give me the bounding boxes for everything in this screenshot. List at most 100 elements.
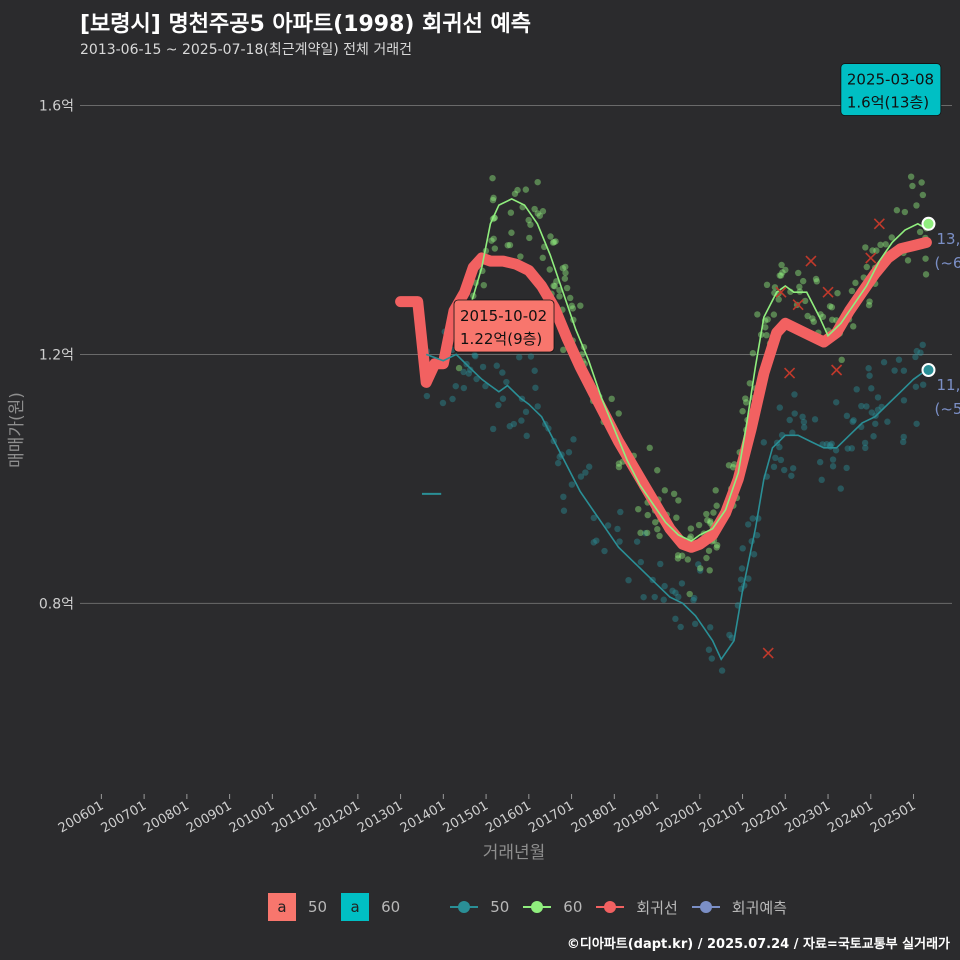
scatter-point-60 [550, 282, 557, 289]
scatter-point-50 [789, 465, 797, 472]
scatter-point-50 [900, 433, 907, 441]
scatter-point-50 [826, 442, 834, 449]
scatter-point-50 [708, 655, 715, 662]
scatter-point-60 [560, 346, 567, 354]
scatter-point-50 [560, 507, 568, 514]
scatter-point-50 [625, 576, 632, 584]
scatter-point-60 [508, 229, 515, 236]
scatter-point-60 [615, 463, 623, 471]
scatter-point-60 [536, 212, 543, 219]
series-60-line [455, 198, 929, 543]
scatter-point-60 [686, 590, 693, 598]
scatter-point-60 [556, 293, 563, 300]
scatter-point-50 [568, 481, 576, 488]
scatter-point-60 [764, 316, 771, 323]
scatter-point-60 [552, 238, 559, 245]
scatter-point-50 [760, 439, 768, 446]
scatter-point-60 [526, 234, 533, 242]
scatter-point-60 [762, 324, 769, 331]
series-layer [395, 198, 936, 661]
scatter-point-50 [560, 493, 567, 501]
scatter-point-50 [465, 370, 472, 377]
scatter-point-60 [511, 190, 519, 197]
scatter-point-60 [488, 237, 495, 244]
scatter-point-50 [866, 372, 873, 379]
scatter-point-50 [811, 416, 819, 423]
scatter-point-50 [633, 538, 641, 545]
scatter-point-60 [687, 525, 695, 532]
scatter-point-60 [763, 331, 770, 339]
scatter-point-60 [577, 302, 584, 309]
scatter-point-60 [712, 487, 719, 494]
scatter-point-60 [919, 191, 927, 199]
scatter-point-50 [696, 567, 704, 574]
scatter-point-50 [503, 378, 510, 386]
scatter-point-60 [697, 565, 704, 572]
scatter-point-60 [775, 296, 782, 303]
x-tick-label: 201501 [441, 798, 491, 836]
scatter-point-50 [582, 469, 589, 476]
scatter-point-50 [772, 454, 779, 462]
scatter-point-60 [646, 444, 653, 452]
end-value-label: 13,991 [936, 230, 960, 248]
scatter-point-60 [863, 263, 870, 271]
scatter-point-60 [546, 266, 553, 273]
scatter-point-60 [559, 264, 567, 272]
scatter-point-60 [549, 239, 557, 246]
scatter-point-60 [865, 301, 873, 309]
scatter-point-60 [907, 173, 915, 180]
scatter-point-60 [687, 533, 694, 540]
scatter-point-60 [804, 312, 811, 320]
scatter-point-60 [812, 275, 820, 283]
scatter-point-50 [534, 403, 541, 410]
y-tick-label: 0.8억 [39, 596, 74, 612]
scatter-point-50 [531, 367, 538, 374]
scatter-point-50 [565, 449, 573, 456]
scatter-point-50 [776, 443, 783, 451]
scatter-point-50 [799, 413, 806, 421]
chart-title: [보령시] 명천주공5 아파트(1998) 회귀선 예측 [80, 12, 531, 37]
regression-line [395, 236, 932, 553]
max-price-callout [840, 63, 942, 116]
scatter-point-50 [523, 432, 530, 440]
scatter-point-50 [786, 416, 793, 424]
outlier-mark [873, 218, 885, 230]
scatter-point-50 [829, 463, 837, 470]
scatter-point-60 [566, 294, 574, 302]
scatter-point-60 [710, 509, 717, 516]
scatter-point-60 [550, 238, 558, 246]
scatter-point-50 [640, 593, 647, 601]
scatter-point-60 [569, 305, 577, 312]
scatter-point-60 [799, 277, 807, 285]
scatter-point-60 [713, 541, 721, 549]
scatter-point-50 [753, 532, 761, 539]
scatter-point-50 [844, 445, 851, 452]
scatter-point-60 [568, 302, 575, 310]
scatter-point-60 [563, 284, 571, 292]
outlier-mark [865, 252, 877, 264]
scatter-point-60 [534, 178, 541, 186]
x-tick-label: 202401 [825, 798, 875, 836]
x-tick-label: 201601 [483, 798, 533, 836]
scatter-point-50 [791, 410, 798, 417]
scatter-point-60 [656, 532, 663, 540]
x-tick-label: 202501 [868, 798, 918, 836]
scatter-point-60 [562, 269, 569, 277]
scatter-point-50 [516, 353, 523, 361]
source-credit: ©디아파트(dapt.kr) / 2025.07.24 / 자료=국토교통부 실… [566, 937, 950, 952]
x-tick-label: 201101 [270, 798, 320, 836]
scatter-point-60 [729, 464, 737, 471]
outlier-mark [762, 647, 774, 659]
scatter-point-60 [695, 521, 703, 529]
scatter-point-50 [601, 547, 608, 555]
scatter-point-50 [880, 359, 888, 366]
x-tick-label: 202001 [654, 798, 704, 836]
end-value-label: 11,750 [936, 376, 960, 394]
chart-canvas: 0.8억 1.2억 1.6억 2006012007012008012009012010… [7, 63, 960, 863]
scatter-point-60 [826, 303, 834, 310]
scatter-point-50 [678, 580, 686, 587]
legend-line-60-label: 60 [563, 898, 583, 916]
scatter-point-60 [852, 279, 859, 287]
end-unit-label: (~50㎡) [934, 400, 960, 418]
scatter-point-60 [834, 289, 841, 297]
